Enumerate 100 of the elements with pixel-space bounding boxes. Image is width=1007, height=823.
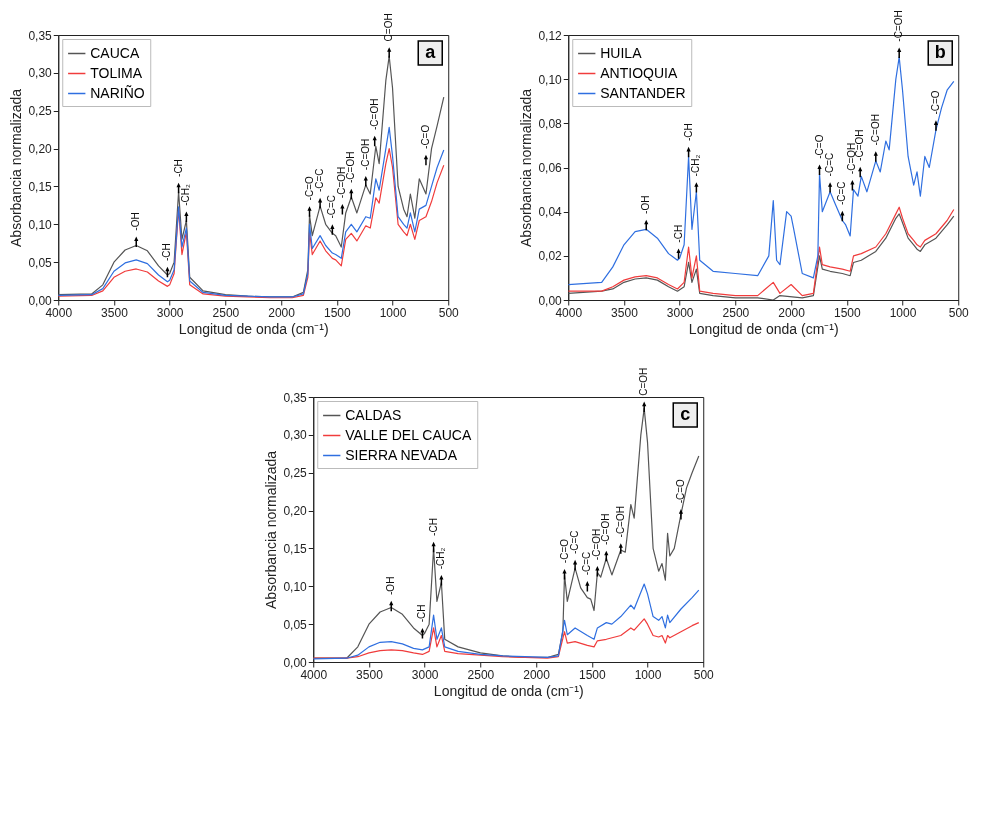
y-axis-title: Absorbancia normalizada [518, 88, 535, 247]
y-tick-label: 0,10 [538, 72, 563, 87]
y-tick-label: 0,10 [28, 217, 53, 232]
x-tick-label: 3500 [611, 305, 639, 320]
annotation: -CH₂ [690, 154, 702, 177]
y-tick-label: 0,06 [538, 161, 563, 175]
y-tick-label: 0,00 [28, 293, 53, 308]
x-tick-label: 1000 [889, 305, 917, 320]
x-tick-label: 3500 [356, 667, 384, 682]
annotation: -C=OH [359, 138, 371, 171]
annotation: -C=OH [368, 98, 380, 130]
annotation: c [680, 404, 691, 424]
x-tick-label: 3000 [411, 667, 439, 682]
annotation: C=OH [383, 13, 395, 42]
annotation: -OH [130, 212, 142, 231]
x-axis-title: Longitud de onda (cm⁻¹) [433, 682, 584, 699]
y-tick-label: 0,10 [283, 579, 308, 594]
x-tick-label: 4000 [300, 667, 328, 682]
x-tick-label: 2000 [778, 305, 806, 320]
annotation: -OH [640, 195, 652, 214]
annotation: -C=OH [893, 10, 905, 42]
annotation: -C=O [813, 134, 825, 159]
x-tick-label: 1000 [634, 667, 662, 682]
annotation: a [425, 42, 437, 62]
x-tick-label: 2500 [722, 305, 750, 320]
x-tick-label: 500 [438, 305, 460, 320]
annotation: -CH₂ [435, 547, 447, 570]
annotation: -C=C [326, 194, 338, 219]
annotation: -C=O [303, 176, 315, 201]
y-tick-label: 0,20 [283, 504, 308, 519]
legend-label: CALDAS [345, 406, 402, 423]
annotation: -C=OH [336, 166, 348, 199]
x-tick-label: 3000 [666, 305, 694, 320]
annotation: -C=O [929, 90, 941, 115]
annotation: b [934, 42, 946, 62]
y-axis-title: Absorbancia normalizada [263, 450, 280, 609]
y-tick-label: 0,12 [538, 28, 563, 43]
annotation: -C=OH [869, 114, 881, 146]
annotation: C=OH [638, 367, 650, 396]
annotation: -C=O [674, 478, 686, 504]
x-tick-label: 1500 [833, 305, 861, 320]
y-tick-label: 0,25 [28, 104, 53, 119]
x-tick-label: 2000 [268, 305, 296, 320]
legend-label: CAUCA [90, 44, 140, 61]
y-tick-label: 0,25 [283, 466, 308, 481]
annotation: -C=C [569, 530, 581, 555]
y-tick-label: 0,15 [28, 179, 53, 194]
y-tick-label: 0,05 [283, 617, 308, 632]
x-tick-label: 2000 [523, 667, 551, 682]
annotation: -C=OH [614, 506, 626, 538]
annotation: -C=O [558, 538, 570, 564]
x-tick-label: 4000 [555, 305, 583, 320]
x-tick-label: 1500 [323, 305, 351, 320]
x-tick-label: 500 [693, 667, 715, 682]
y-tick-label: 0,35 [283, 390, 308, 405]
annotation: -C=OH [600, 513, 612, 545]
annotation: -C=C [836, 181, 848, 206]
legend-label: SIERRA NEVADA [345, 446, 458, 463]
annotation: -CH [672, 224, 684, 243]
annotation: -C=C [824, 152, 836, 177]
y-tick-label: 0,05 [28, 255, 53, 270]
y-tick-label: 0,30 [28, 66, 53, 81]
annotation: -CH [172, 159, 184, 177]
annotation: -CH [682, 123, 694, 142]
y-tick-label: 0,08 [538, 116, 563, 131]
annotation: -C=C [314, 168, 326, 193]
legend-label: NARIÑO [90, 84, 145, 101]
y-tick-label: 0,02 [538, 249, 563, 264]
annotation: -OH [385, 576, 397, 595]
x-tick-label: 2500 [467, 667, 495, 682]
annotation: -C=O [419, 124, 431, 149]
y-tick-label: 0,30 [283, 428, 308, 443]
x-tick-label: 2500 [212, 305, 240, 320]
x-tick-label: 3000 [156, 305, 184, 320]
annotation: -C=OH [345, 151, 357, 183]
x-tick-label: 1000 [379, 305, 407, 320]
annotation: -C=C [581, 551, 593, 576]
x-axis-title: Longitud de onda (cm⁻¹) [178, 320, 329, 337]
x-tick-label: 1500 [578, 667, 606, 682]
x-tick-label: 3500 [101, 305, 129, 320]
y-tick-label: 0,35 [28, 28, 53, 43]
legend-label: ANTIOQUIA [600, 64, 678, 81]
y-tick-label: 0,20 [28, 142, 53, 157]
legend-label: SANTANDER [600, 84, 686, 101]
y-tick-label: 0,04 [538, 205, 563, 220]
y-tick-label: 0,00 [283, 655, 308, 670]
annotation: -C=OH [591, 528, 603, 561]
x-tick-label: 4000 [45, 305, 73, 320]
legend-label: HUILA [600, 44, 643, 61]
annotation: -CH [427, 518, 439, 536]
y-tick-label: 0,15 [283, 541, 308, 556]
y-axis-title: Absorbancia normalizada [8, 88, 25, 247]
x-axis-title: Longitud de onda (cm⁻¹) [688, 320, 839, 337]
y-tick-label: 0,00 [538, 293, 563, 308]
annotation: -CH₂ [180, 183, 192, 206]
legend-label: TOLIMA [90, 64, 143, 81]
x-tick-label: 500 [948, 305, 970, 320]
annotation: -CH [161, 243, 173, 261]
legend-label: VALLE DEL CAUCA [345, 426, 472, 443]
annotation: -CH [416, 604, 428, 623]
